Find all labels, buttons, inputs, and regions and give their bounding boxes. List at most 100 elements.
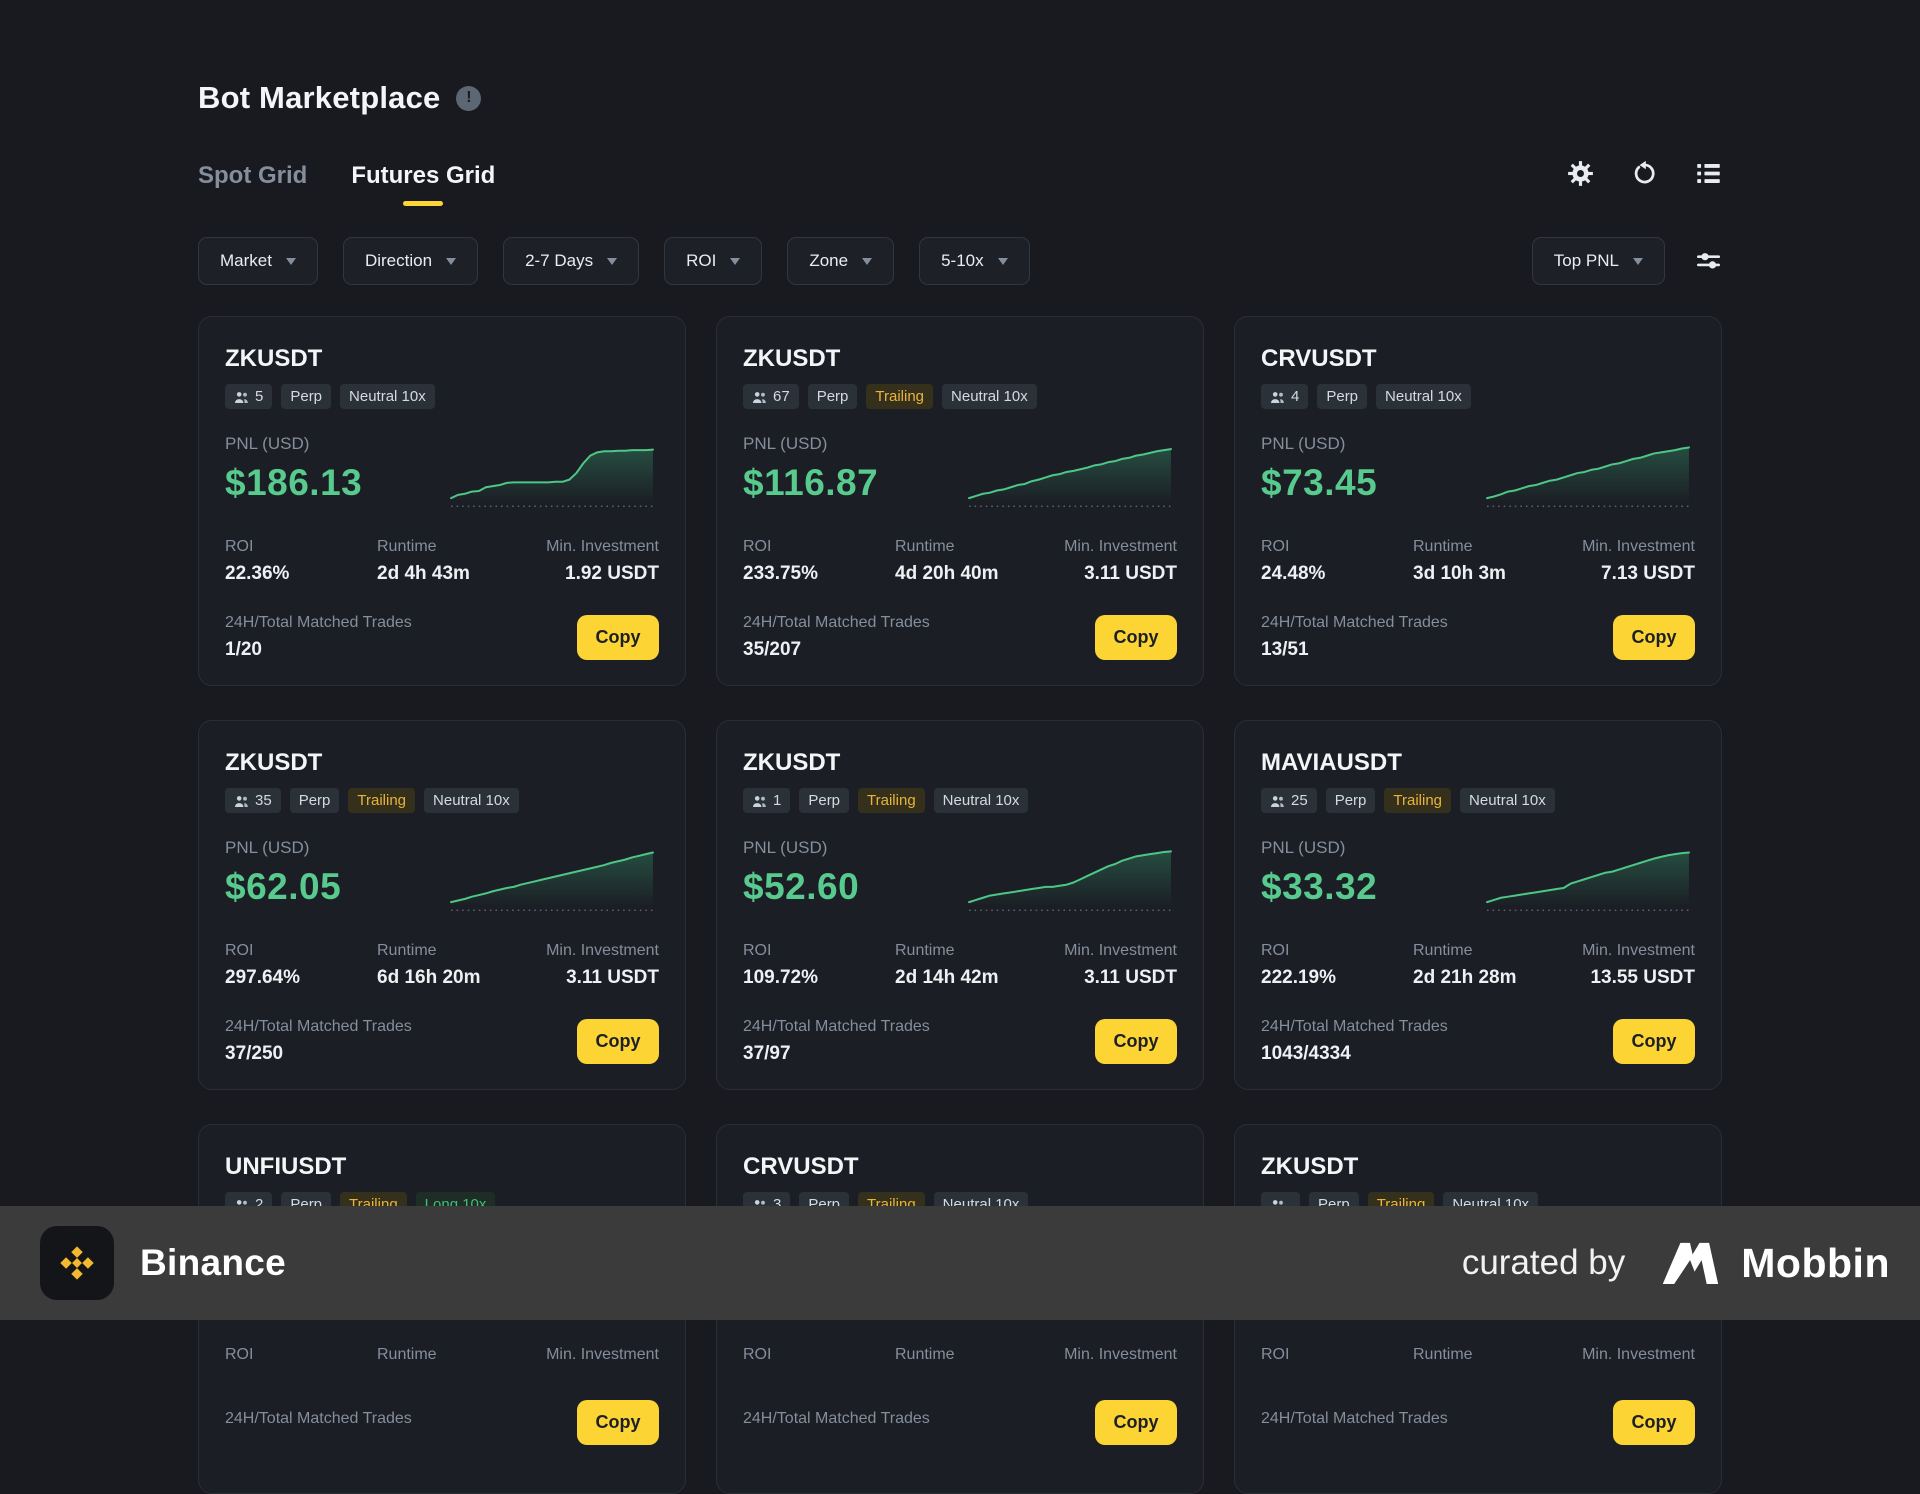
pnl-value: $116.87 xyxy=(743,462,879,503)
min-investment-value: 3.11 USDT xyxy=(1084,563,1177,584)
filter-label: 2-7 Days xyxy=(525,251,594,270)
runtime-value: 3d 10h 3m xyxy=(1413,563,1506,584)
copy-button[interactable]: Copy xyxy=(1613,1400,1695,1445)
matched-trades-value: 35/207 xyxy=(743,639,802,660)
runtime-label: Runtime xyxy=(895,942,955,959)
tag-badge: Perp xyxy=(281,384,332,409)
roi-label: ROI xyxy=(1261,942,1290,959)
filter-sliders-icon[interactable] xyxy=(1695,249,1722,273)
list-view-icon[interactable] xyxy=(1695,160,1722,187)
bot-card[interactable]: MAVIAUSDT 25 Perp Trailing Neutral 10x PNL … xyxy=(1234,720,1722,1090)
min-investment-label: Min. Investment xyxy=(546,942,659,959)
copy-button[interactable]: Copy xyxy=(1613,615,1695,660)
roi-label: ROI xyxy=(225,538,254,555)
sort-dropdown[interactable]: Top PNL xyxy=(1531,237,1665,285)
tag-badge: Perp xyxy=(289,788,340,813)
matched-trades-value: 37/250 xyxy=(225,1043,284,1064)
runtime-value: 6d 16h 20m xyxy=(377,967,481,988)
min-investment-label: Min. Investment xyxy=(1064,1346,1177,1363)
tag-label: Perp xyxy=(1326,388,1359,405)
roi-label: ROI xyxy=(743,1346,772,1363)
tag-label: Perp xyxy=(298,792,331,809)
tab-futures-grid[interactable]: Futures Grid xyxy=(351,162,495,206)
min-investment-value: 1.92 USDT xyxy=(565,563,659,584)
tag-label: Neutral 10x xyxy=(1469,792,1546,809)
roi-value: 24.48% xyxy=(1261,563,1326,584)
chevron-down-icon xyxy=(862,257,873,265)
filter-2-7-days[interactable]: 2-7 Days xyxy=(503,237,640,285)
pnl-value: $62.05 xyxy=(225,866,342,907)
tag-label: Neutral 10x xyxy=(951,388,1028,405)
min-investment-label: Min. Investment xyxy=(1582,538,1695,555)
min-investment-value: 3.11 USDT xyxy=(566,967,659,988)
chevron-down-icon xyxy=(997,257,1008,265)
bot-tags: 4 Perp Neutral 10x xyxy=(1261,384,1695,409)
copy-button[interactable]: Copy xyxy=(1095,615,1177,660)
footer-bar: Binance curated by Mobbin xyxy=(0,1206,1920,1320)
chevron-down-icon xyxy=(285,257,296,265)
copy-button[interactable]: Copy xyxy=(1613,1019,1695,1064)
bot-symbol: CRVUSDT xyxy=(1261,345,1377,372)
runtime-label: Runtime xyxy=(1413,538,1473,555)
tag-label: Trailing xyxy=(875,388,925,405)
filter-direction[interactable]: Direction xyxy=(342,237,479,285)
filter-roi[interactable]: ROI xyxy=(664,237,763,285)
roi-value: 297.64% xyxy=(225,967,301,988)
pnl-sparkline xyxy=(963,436,1177,514)
tag-label: Perp xyxy=(808,792,841,809)
users-count-badge: 5 xyxy=(225,384,273,409)
copy-button[interactable]: Copy xyxy=(577,615,659,660)
tag-label: 2 xyxy=(255,1196,264,1213)
runtime-value: 2d 21h 28m xyxy=(1413,967,1517,988)
mobbin-wordmark: Mobbin xyxy=(1741,1239,1890,1286)
min-investment-label: Min. Investment xyxy=(546,1346,659,1363)
roi-label: ROI xyxy=(1261,1346,1290,1363)
users-icon xyxy=(235,795,248,807)
roi-value: 109.72% xyxy=(743,967,819,988)
copy-button[interactable]: Copy xyxy=(1095,1019,1177,1064)
filter-label: ROI xyxy=(686,251,717,270)
settings-gear-icon[interactable] xyxy=(1567,160,1594,187)
matched-trades-value: 37/97 xyxy=(743,1043,791,1064)
tag-badge: Neutral 10x xyxy=(1376,384,1471,409)
tag-label: 67 xyxy=(773,388,790,405)
bot-card[interactable]: CRVUSDT 4 Perp Neutral 10x PNL (USD) $73.4… xyxy=(1234,316,1722,686)
bot-card[interactable]: ZKUSDT 5 Perp Neutral 10x PNL (USD) $186.1… xyxy=(198,316,686,686)
refresh-icon[interactable] xyxy=(1631,160,1658,187)
tag-badge: Neutral 10x xyxy=(424,788,519,813)
copy-button[interactable]: Copy xyxy=(577,1019,659,1064)
pnl-label: PNL (USD) xyxy=(743,434,828,453)
pnl-sparkline xyxy=(1481,436,1695,514)
roi-value: 222.19% xyxy=(1261,967,1337,988)
bot-card[interactable]: ZKUSDT 35 Perp Trailing Neutral 10x PNL (US… xyxy=(198,720,686,1090)
bot-tags: 25 Perp Trailing Neutral 10x xyxy=(1261,788,1695,813)
filter-5-10x[interactable]: 5-10x xyxy=(919,237,1030,285)
bot-card[interactable]: ZKUSDT 1 Perp Trailing Neutral 10x PNL (USD… xyxy=(716,720,1204,1090)
tab-spot-grid[interactable]: Spot Grid xyxy=(198,162,307,206)
copy-button[interactable]: Copy xyxy=(1095,1400,1177,1445)
info-icon[interactable]: ! xyxy=(456,85,482,111)
chevron-down-icon xyxy=(607,257,618,265)
pnl-label: PNL (USD) xyxy=(225,434,310,453)
roi-label: ROI xyxy=(743,538,772,555)
filter-zone[interactable]: Zone xyxy=(787,237,895,285)
users-count-badge: 25 xyxy=(1261,788,1317,813)
min-investment-value: 3.11 USDT xyxy=(1084,967,1177,988)
matched-trades-value: 1/20 xyxy=(225,639,262,660)
tag-label: 5 xyxy=(255,388,264,405)
min-investment-label: Min. Investment xyxy=(1064,942,1177,959)
users-count-badge: 4 xyxy=(1261,384,1309,409)
runtime-label: Runtime xyxy=(895,538,955,555)
bot-card[interactable]: ZKUSDT 67 Perp Trailing Neutral 10x PNL (US… xyxy=(716,316,1204,686)
active-tab-underline xyxy=(403,201,444,206)
pnl-label: PNL (USD) xyxy=(743,838,828,857)
pnl-sparkline xyxy=(445,436,659,514)
filter-bar: Market Direction 2-7 Days ROI Zone 5-10x… xyxy=(198,237,1722,285)
copy-button[interactable]: Copy xyxy=(577,1400,659,1445)
filter-market[interactable]: Market xyxy=(198,237,318,285)
bot-tags: 35 Perp Trailing Neutral 10x xyxy=(225,788,659,813)
roi-label: ROI xyxy=(743,942,772,959)
tag-badge: Perp xyxy=(807,384,858,409)
runtime-label: Runtime xyxy=(895,1346,955,1363)
binance-logo xyxy=(40,1226,114,1300)
